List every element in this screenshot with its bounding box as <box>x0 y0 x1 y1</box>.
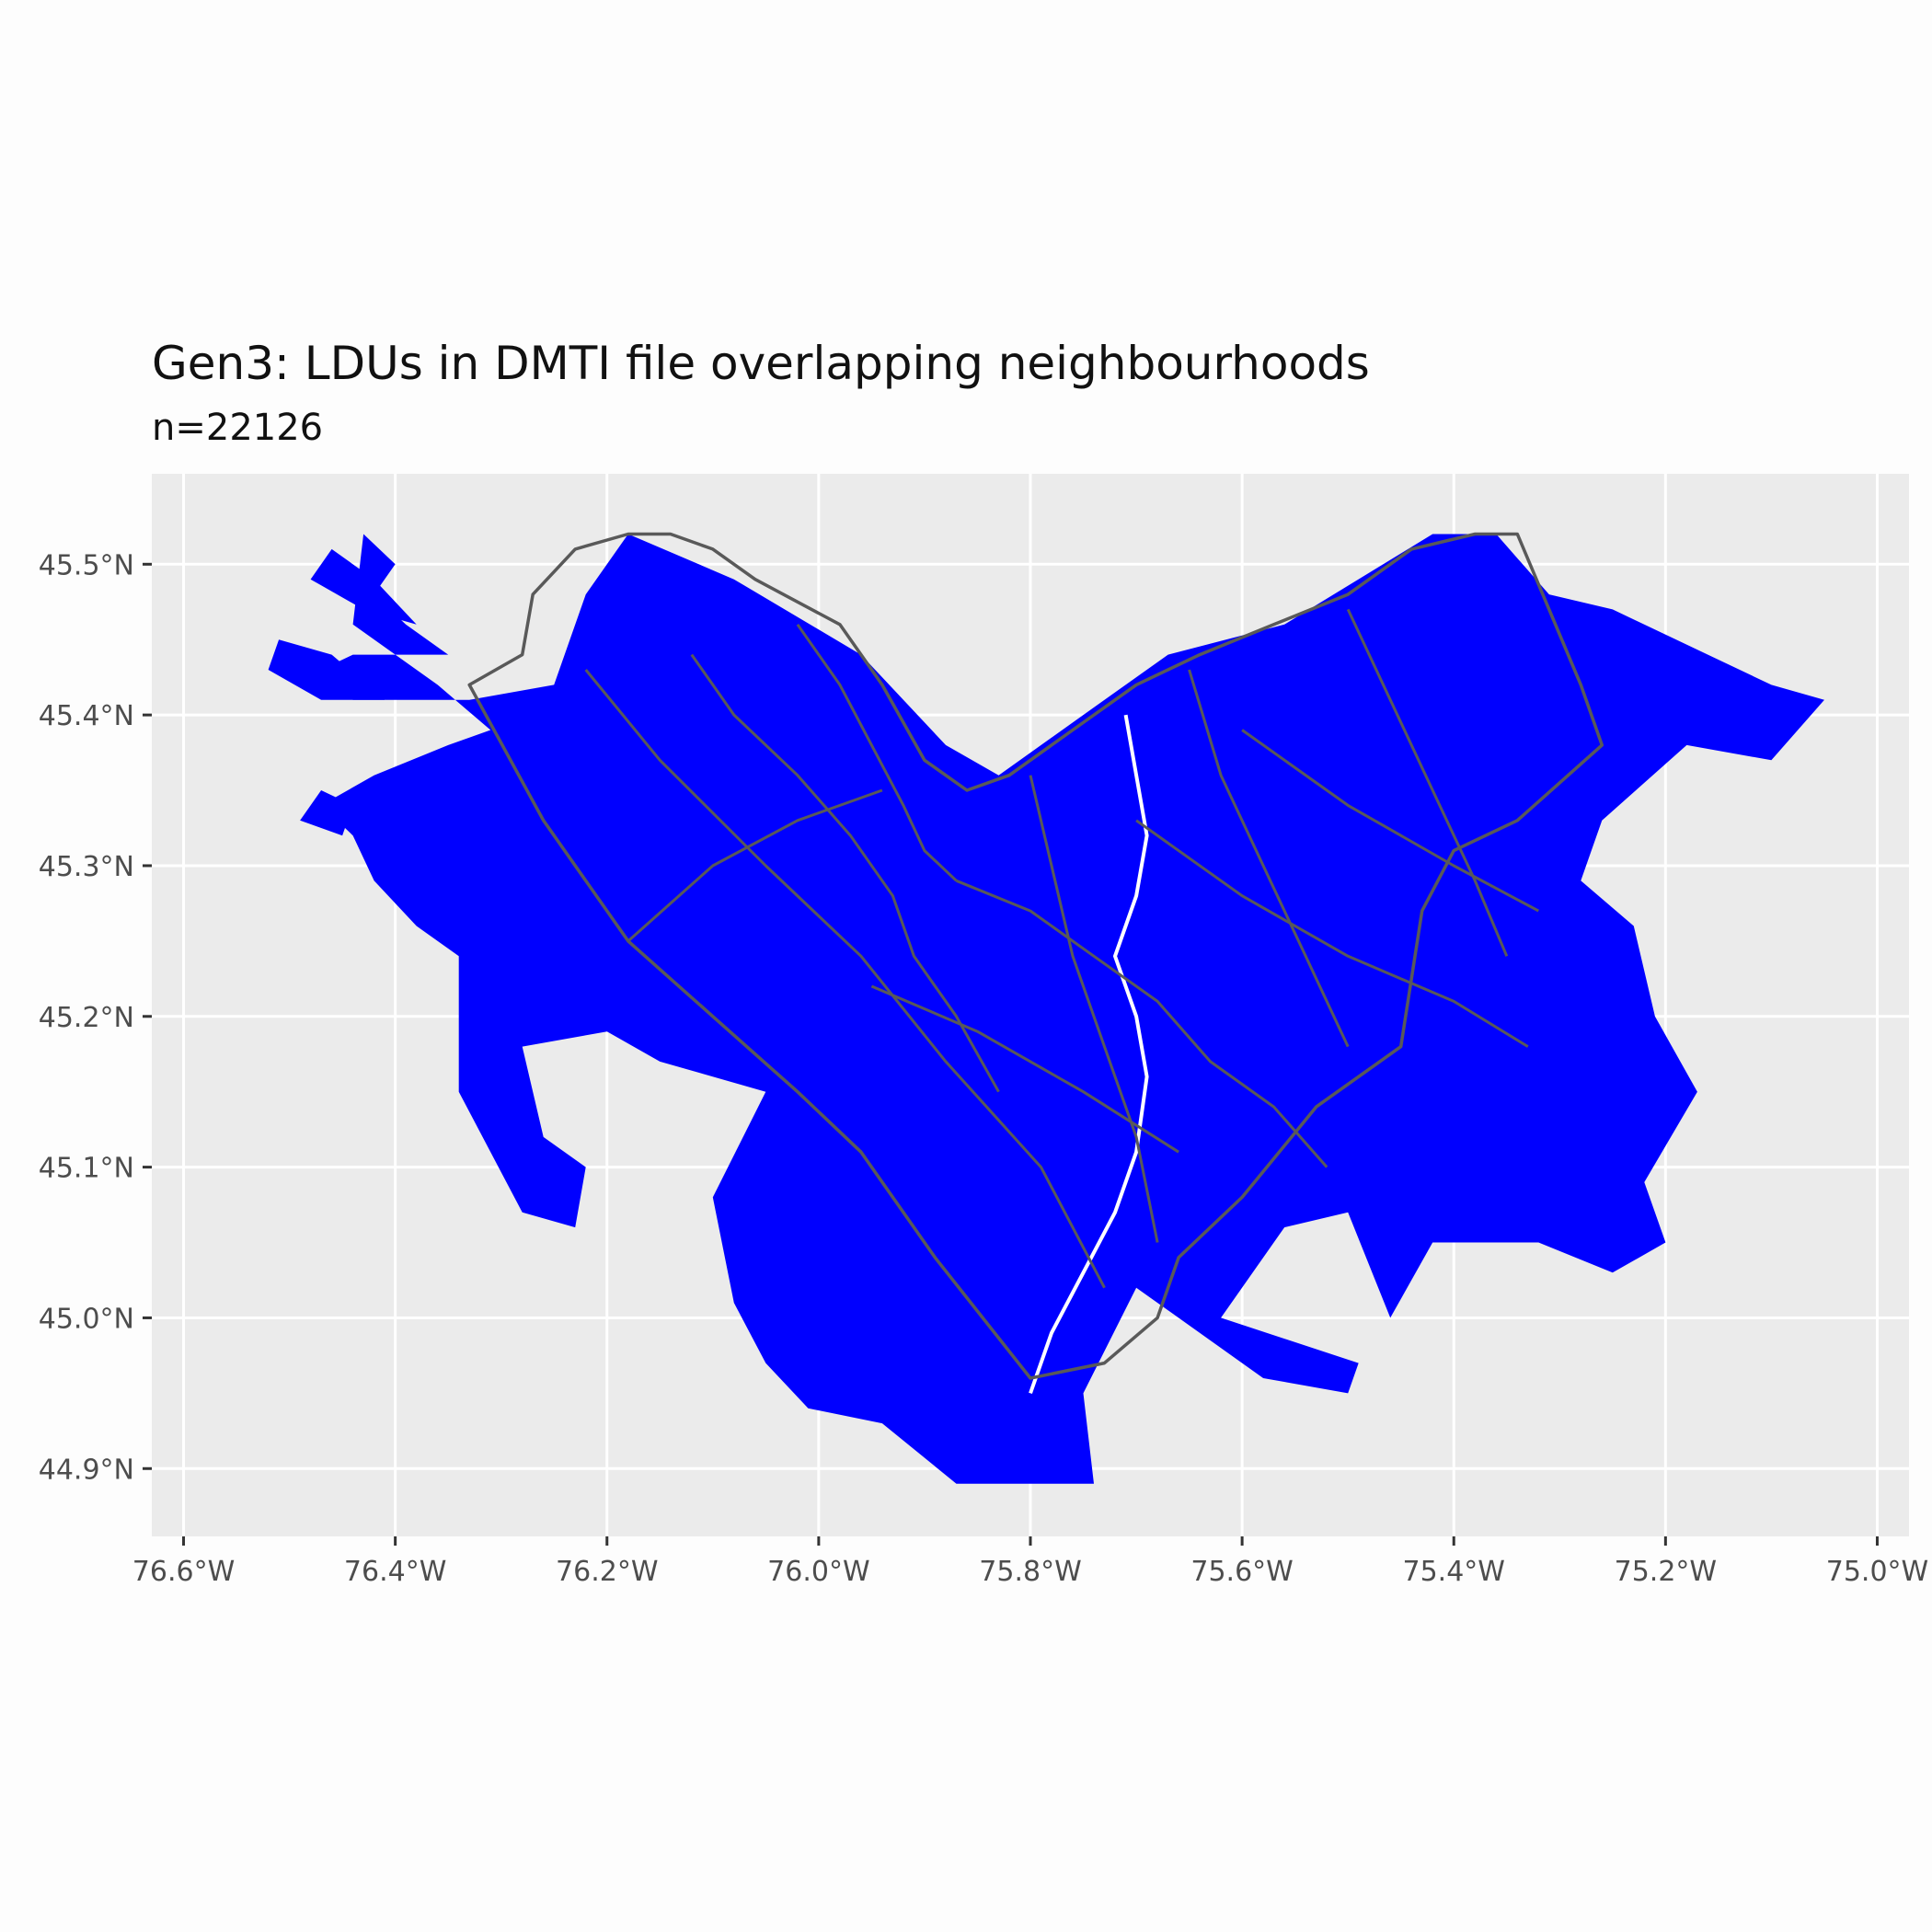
y-tick-label: 45.3°N <box>39 851 134 883</box>
x-tick-label: 75.0°W <box>1826 1556 1928 1588</box>
neighbourhood-boundary <box>690 653 1000 1093</box>
y-tick-label: 45.0°N <box>39 1303 134 1335</box>
chart-title: Gen3: LDUs in DMTI file overlapping neig… <box>152 337 1370 390</box>
neighbourhood-boundary <box>870 984 1179 1154</box>
y-tick-label: 45.2°N <box>39 1002 134 1034</box>
ldu-coverage-area <box>321 534 1825 1484</box>
ldu-island <box>310 548 417 625</box>
neighbourhood-boundary <box>627 788 883 943</box>
x-tick-label: 75.4°W <box>1403 1556 1505 1588</box>
neighbourhood-boundary <box>1346 608 1509 957</box>
y-tick-label: 45.5°N <box>39 549 134 581</box>
y-tick-label: 45.4°N <box>39 700 134 732</box>
neighbourhood-boundary <box>1188 669 1350 1048</box>
x-tick-label: 76.0°W <box>767 1556 869 1588</box>
x-tick-label: 76.4°W <box>344 1556 446 1588</box>
chart-subtitle: n=22126 <box>152 407 324 449</box>
neighbourhood-boundary <box>796 623 958 882</box>
neighbourhood-boundary <box>1135 819 1529 1048</box>
neighbourhood-outer-boundary <box>467 532 1604 1380</box>
axes: 76.6°W 76.4°W 76.2°W 76.0°W 75.8°W 75.6°W 75.4… <box>39 549 1928 1588</box>
neighbourhood-boundary <box>1029 775 1159 1243</box>
neighbourhood-boundary <box>955 879 1328 1168</box>
x-tick-label: 76.6°W <box>132 1556 235 1588</box>
ldu-island <box>268 639 385 700</box>
x-tick-label: 76.2°W <box>556 1556 658 1588</box>
x-tick-label: 75.6°W <box>1190 1556 1293 1588</box>
neighbourhood-boundary-layer <box>467 532 1604 1380</box>
neighbourhood-boundary <box>584 669 1106 1289</box>
y-tick-label: 44.9°N <box>39 1454 134 1486</box>
x-tick-label: 75.2°W <box>1615 1556 1717 1588</box>
ldu-island <box>300 790 353 836</box>
neighbourhood-boundary <box>1241 729 1540 913</box>
x-tick-label: 75.8°W <box>979 1556 1081 1588</box>
y-tick-label: 45.1°N <box>39 1153 134 1185</box>
